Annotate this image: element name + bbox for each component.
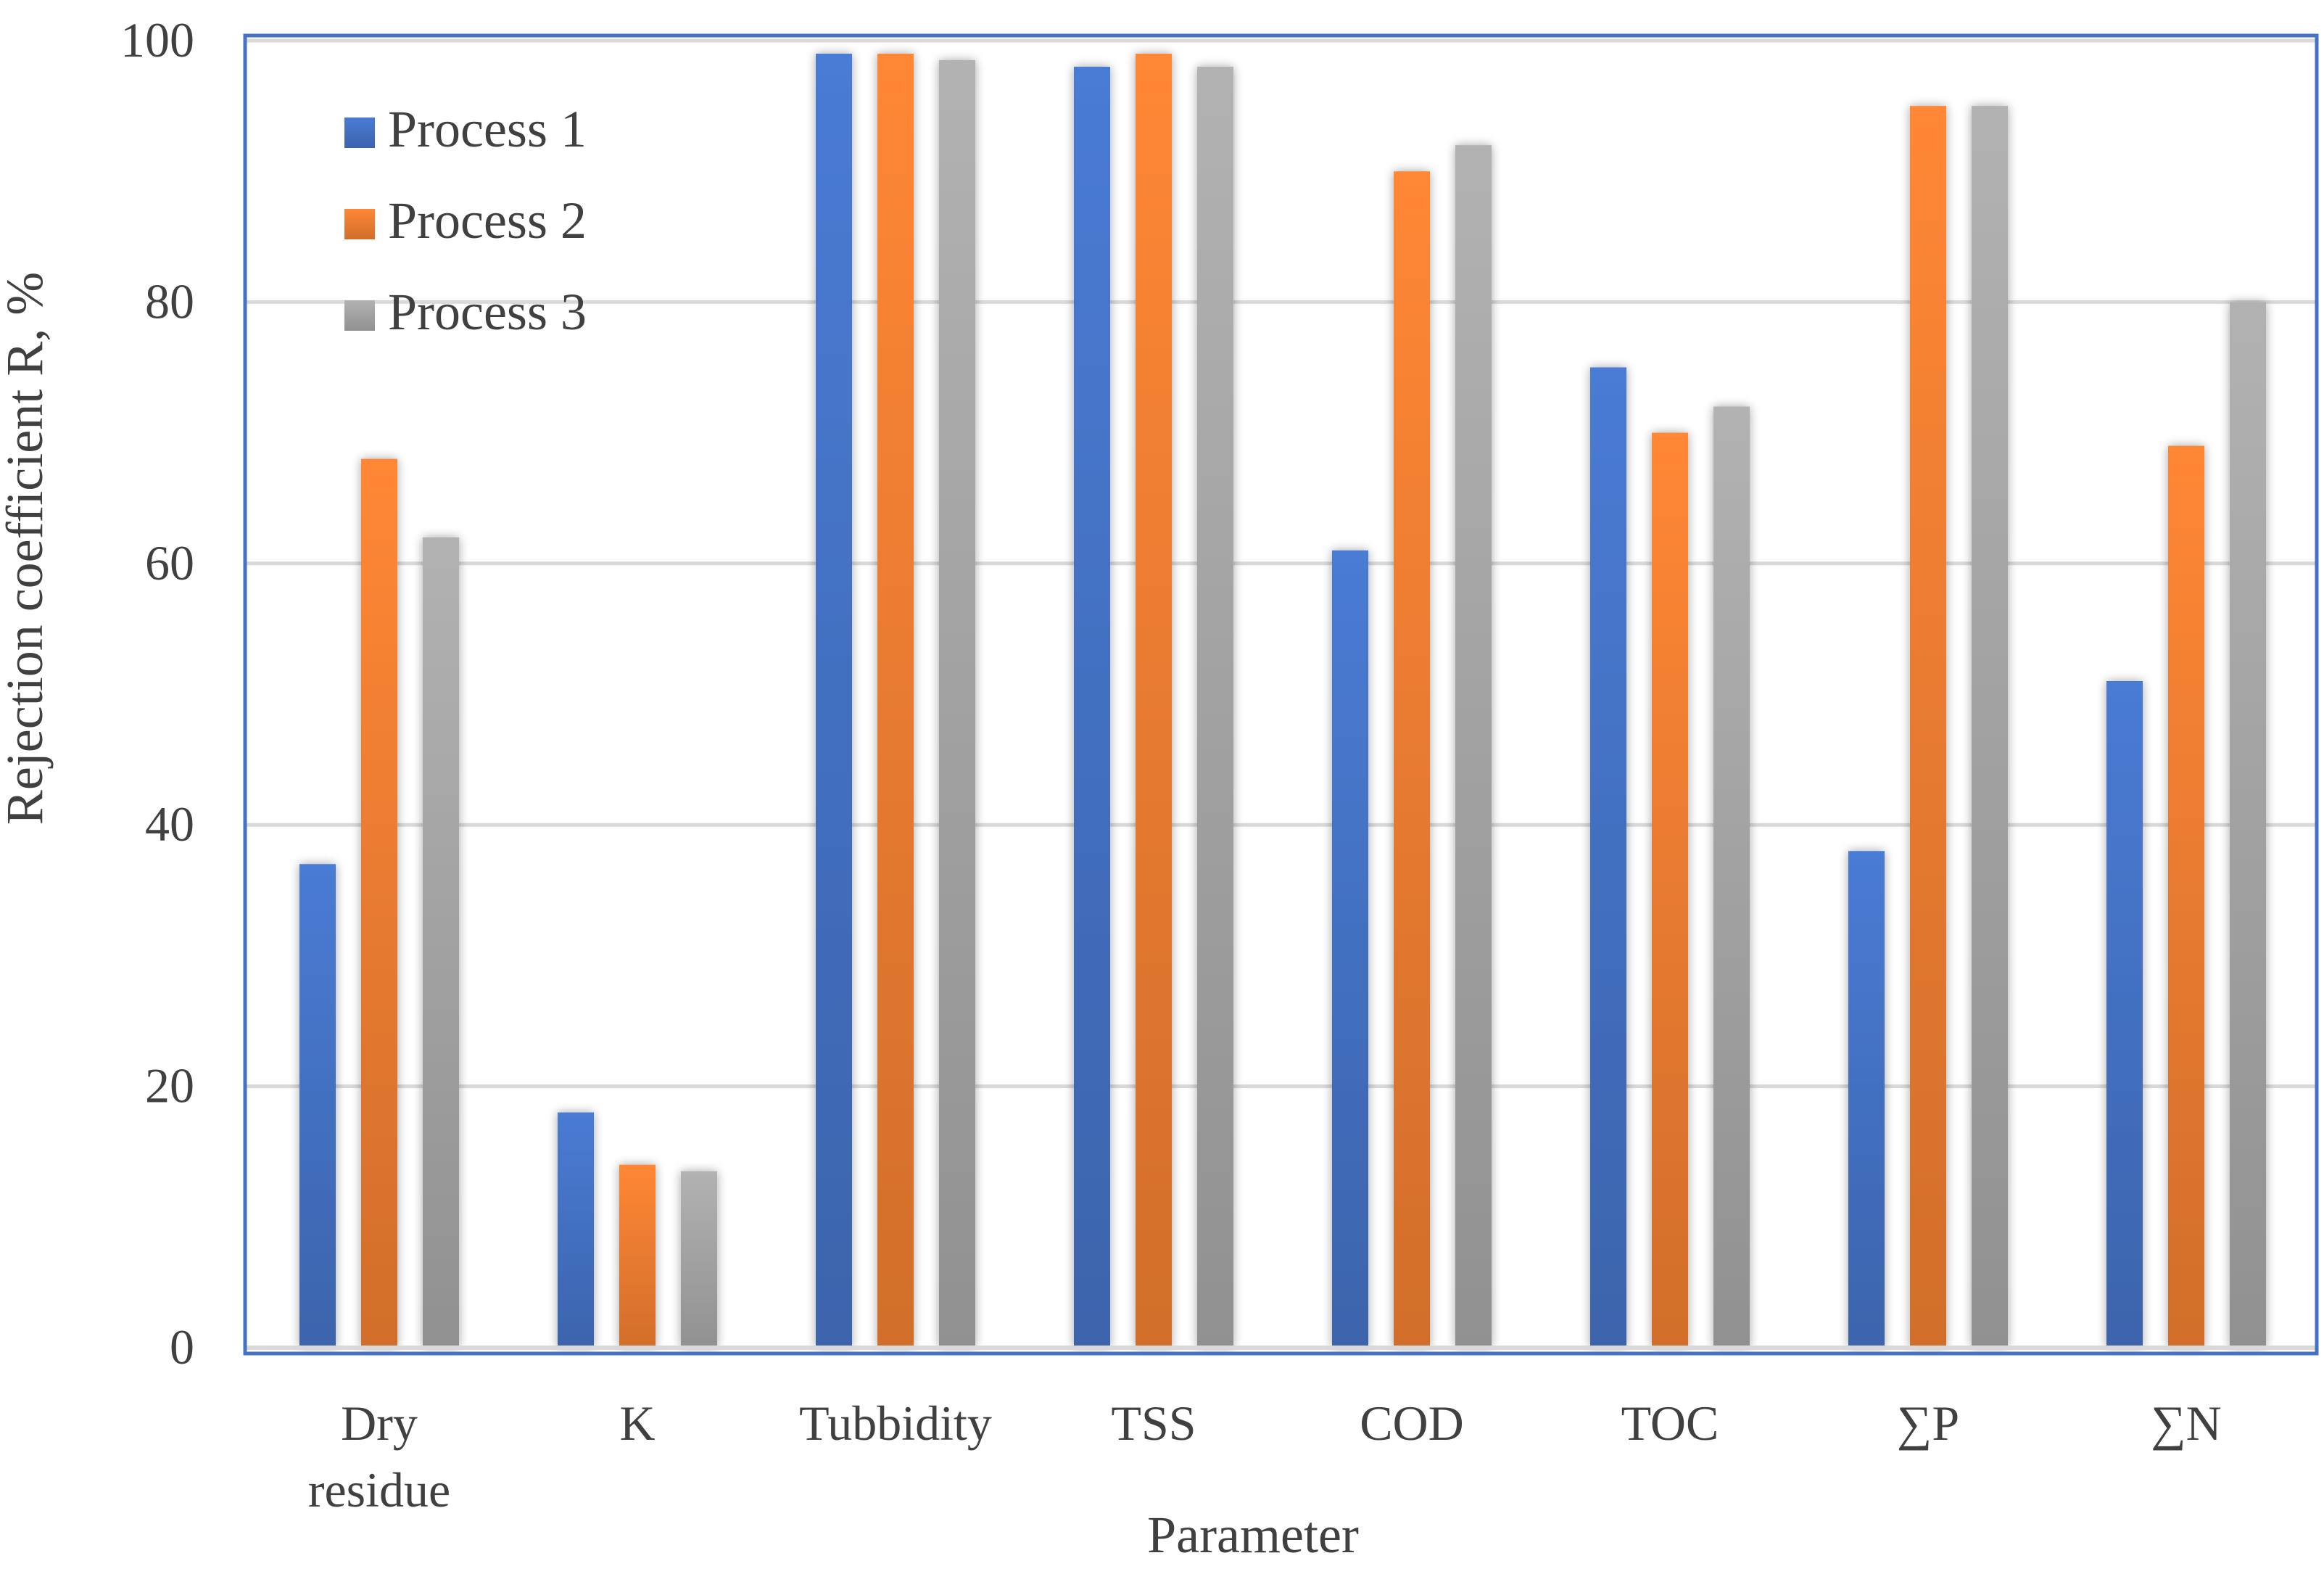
bar-process-1-1 [558,1112,594,1348]
bar-process-3-5 [1713,406,1750,1348]
bars [299,54,2266,1348]
bar-process-3-6 [1972,106,2008,1348]
legend: Process 1 Process 2 Process 3 [344,100,587,341]
x-tick-label: ∑P [1897,1396,1959,1451]
legend-swatch-3 [344,300,375,331]
tick-labels: 0 20 40 60 80 100 Dry residue K Tubbidity TSS COD TO… [120,12,2222,1517]
bar-process-3-1 [681,1171,717,1348]
x-tick-label: K [619,1396,655,1451]
x-tick-label: TSS [1111,1396,1196,1451]
bar-process-1-6 [1848,851,1885,1348]
legend-label-1: Process 1 [388,100,587,158]
bar-process-3-4 [1455,145,1492,1348]
x-tick-label: Dry residue [308,1396,450,1517]
y-tick-label: 20 [145,1058,194,1113]
legend-swatch-1 [344,118,375,148]
y-tick-label: 0 [170,1319,194,1375]
bar-process-2-5 [1652,432,1688,1348]
y-tick-label: 40 [145,796,194,852]
gridlines [245,38,2317,1089]
legend-label-3: Process 3 [388,283,587,341]
bar-process-2-7 [2168,445,2204,1348]
x-tick-label: COD [1360,1396,1464,1451]
plot-frame [243,33,2319,1356]
bar-process-3-7 [2230,302,2266,1348]
x-axis-title: Parameter [1147,1506,1359,1564]
x-tick-label: Tubbidity [799,1396,992,1451]
bar-process-1-4 [1332,550,1368,1348]
bar-process-2-3 [1136,54,1172,1348]
bar-process-3-0 [423,537,459,1348]
bar-process-1-0 [299,864,336,1348]
bar-process-2-4 [1394,171,1430,1348]
legend-label-2: Process 2 [388,191,587,250]
bar-process-2-1 [619,1164,656,1348]
bar-process-3-2 [939,60,975,1348]
bar-process-2-6 [1910,106,1946,1348]
bar-process-1-7 [2106,680,2143,1348]
y-axis-title: Rejection coefficient R, % [0,272,54,825]
legend-swatch-2 [344,209,375,239]
bar-process-2-0 [361,458,397,1348]
y-tick-label: 80 [145,273,194,329]
bar-process-3-3 [1197,67,1233,1348]
x-tick-label: ∑N [2151,1396,2222,1451]
bar-process-1-2 [816,54,852,1348]
bar-process-2-2 [877,54,914,1348]
y-tick-label: 60 [145,535,194,590]
bar-process-1-5 [1590,367,1626,1348]
x-tick-label: TOC [1621,1396,1719,1451]
bar-process-1-3 [1074,67,1110,1348]
y-tick-label: 100 [120,12,194,67]
